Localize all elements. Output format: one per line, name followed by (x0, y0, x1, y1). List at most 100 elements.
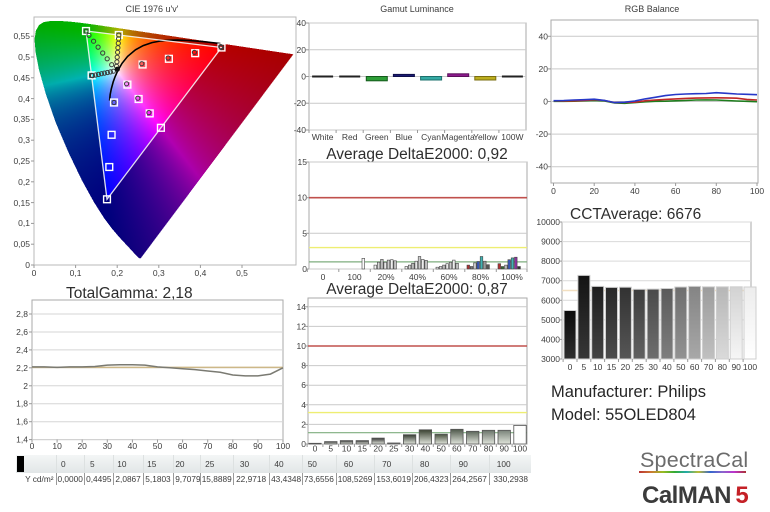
svg-text:-20: -20 (536, 129, 549, 139)
svg-text:90: 90 (731, 362, 741, 372)
svg-text:0,2: 0,2 (111, 268, 123, 278)
svg-text:12: 12 (297, 321, 307, 331)
svg-text:3000: 3000 (541, 354, 560, 364)
svg-text:Green: Green (365, 132, 389, 142)
svg-text:10: 10 (298, 193, 308, 203)
svg-text:RGB Balance: RGB Balance (625, 4, 680, 14)
svg-text:Gamut Luminance: Gamut Luminance (380, 4, 454, 14)
svg-text:40: 40 (662, 362, 672, 372)
svg-text:50: 50 (153, 441, 163, 451)
svg-text:5: 5 (328, 444, 333, 454)
svg-text:15: 15 (358, 444, 368, 454)
svg-text:Average DeltaE2000: 0,87: Average DeltaE2000: 0,87 (326, 281, 508, 298)
svg-text:0: 0 (568, 362, 573, 372)
svg-text:100: 100 (276, 441, 290, 451)
svg-text:0,5: 0,5 (18, 52, 30, 62)
svg-text:80: 80 (228, 441, 238, 451)
svg-text:0: 0 (30, 441, 35, 451)
svg-text:100%: 100% (501, 272, 523, 282)
svg-text:20: 20 (77, 441, 87, 451)
svg-text:Red: Red (342, 132, 358, 142)
svg-text:0,5: 0,5 (236, 268, 248, 278)
svg-text:80: 80 (712, 186, 722, 196)
svg-text:0: 0 (301, 72, 306, 82)
svg-text:9000: 9000 (541, 237, 560, 247)
svg-text:25: 25 (389, 444, 399, 454)
svg-text:25: 25 (634, 362, 644, 372)
svg-text:30: 30 (405, 444, 415, 454)
svg-text:100: 100 (347, 272, 361, 282)
svg-text:10000: 10000 (536, 217, 560, 227)
svg-text:0,05: 0,05 (13, 239, 30, 249)
svg-text:5000: 5000 (541, 315, 560, 325)
svg-text:20: 20 (373, 444, 383, 454)
svg-text:14: 14 (297, 302, 307, 312)
svg-text:0,35: 0,35 (13, 114, 30, 124)
svg-text:20: 20 (297, 45, 307, 55)
svg-text:20: 20 (589, 186, 599, 196)
svg-text:70: 70 (203, 441, 213, 451)
svg-text:Magenta: Magenta (442, 132, 475, 142)
svg-text:40: 40 (630, 186, 640, 196)
svg-text:2,4: 2,4 (16, 345, 28, 355)
svg-text:60: 60 (452, 444, 462, 454)
svg-text:70: 70 (704, 362, 714, 372)
svg-text:80: 80 (718, 362, 728, 372)
svg-text:15: 15 (607, 362, 617, 372)
svg-text:50: 50 (436, 444, 446, 454)
svg-text:0,55: 0,55 (13, 31, 30, 41)
svg-text:80: 80 (484, 444, 494, 454)
svg-text:60%: 60% (440, 272, 457, 282)
svg-text:Cyan: Cyan (421, 132, 441, 142)
svg-text:0: 0 (302, 264, 307, 274)
svg-text:10: 10 (52, 441, 62, 451)
svg-text:CIE 1976 u'v': CIE 1976 u'v' (126, 4, 179, 14)
svg-text:0,1: 0,1 (70, 268, 82, 278)
svg-text:60: 60 (178, 441, 188, 451)
svg-text:2: 2 (301, 419, 306, 429)
svg-text:50: 50 (676, 362, 686, 372)
svg-text:1,4: 1,4 (16, 435, 28, 445)
svg-text:Average DeltaE2000: 0,92: Average DeltaE2000: 0,92 (326, 146, 508, 163)
svg-text:0: 0 (301, 439, 306, 449)
svg-text:100: 100 (513, 444, 527, 454)
svg-text:70: 70 (468, 444, 478, 454)
svg-text:40: 40 (128, 441, 138, 451)
svg-text:-20: -20 (294, 98, 307, 108)
svg-text:1,6: 1,6 (16, 417, 28, 427)
svg-text:40: 40 (421, 444, 431, 454)
svg-text:20%: 20% (377, 272, 394, 282)
svg-text:1,8: 1,8 (16, 399, 28, 409)
svg-text:6: 6 (301, 380, 306, 390)
svg-text:-40: -40 (294, 125, 307, 135)
svg-text:10: 10 (342, 444, 352, 454)
svg-text:CCTAverage: 6676: CCTAverage: 6676 (570, 206, 701, 223)
svg-text:0: 0 (25, 260, 30, 270)
svg-text:4: 4 (301, 400, 306, 410)
svg-text:90: 90 (499, 444, 509, 454)
svg-text:8000: 8000 (541, 256, 560, 266)
svg-text:15: 15 (298, 157, 308, 167)
svg-text:30: 30 (103, 441, 113, 451)
svg-text:60: 60 (671, 186, 681, 196)
svg-text:0: 0 (321, 272, 326, 282)
svg-text:2: 2 (23, 381, 28, 391)
svg-text:0: 0 (551, 186, 556, 196)
svg-text:TotalGamma: 2,18: TotalGamma: 2,18 (66, 285, 193, 302)
svg-text:7000: 7000 (541, 276, 560, 286)
svg-text:-40: -40 (536, 162, 549, 172)
svg-text:0,25: 0,25 (13, 156, 30, 166)
svg-text:80%: 80% (472, 272, 489, 282)
svg-text:30: 30 (648, 362, 658, 372)
svg-text:40%: 40% (409, 272, 426, 282)
svg-text:20: 20 (539, 64, 549, 74)
svg-text:40: 40 (539, 31, 549, 41)
svg-text:0,4: 0,4 (18, 94, 30, 104)
svg-text:0,2: 0,2 (18, 177, 30, 187)
svg-text:White: White (312, 132, 334, 142)
svg-text:2,6: 2,6 (16, 327, 28, 337)
svg-text:0,3: 0,3 (153, 268, 165, 278)
svg-text:0,3: 0,3 (18, 135, 30, 145)
svg-text:2,8: 2,8 (16, 309, 28, 319)
svg-text:6000: 6000 (541, 295, 560, 305)
